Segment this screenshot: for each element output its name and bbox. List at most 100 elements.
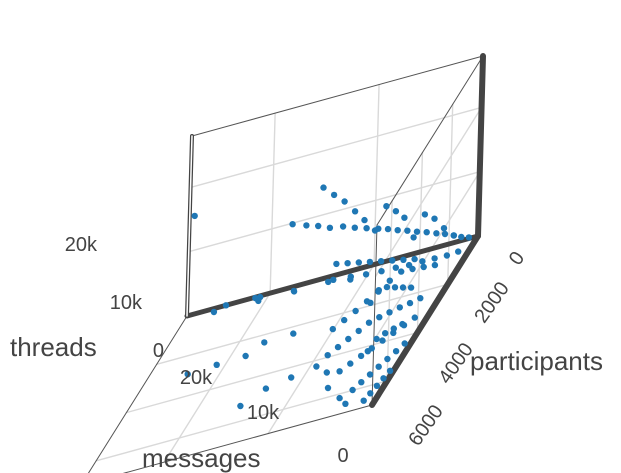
data-point: [420, 263, 427, 271]
data-point: [184, 371, 191, 378]
z-axis-line: [475, 53, 486, 239]
grid-line: [163, 292, 271, 463]
z-tick-label-10k: 10k: [110, 292, 143, 314]
data-point: [355, 259, 362, 266]
y-tick-label-0: 0: [505, 248, 529, 270]
data-point: [342, 400, 349, 407]
data-point: [465, 234, 473, 241]
data-point: [407, 284, 415, 291]
data-point: [363, 225, 370, 232]
data-point: [366, 371, 374, 378]
grid-line: [269, 112, 276, 294]
data-point: [362, 271, 370, 278]
data-point: [398, 268, 405, 275]
box-edge: [191, 55, 484, 137]
data-point: [450, 232, 458, 239]
data-points: [184, 184, 473, 410]
data-point: [344, 260, 351, 267]
grid-line: [156, 283, 449, 365]
grid-line: [373, 83, 380, 266]
data-point: [303, 222, 310, 229]
data-point: [336, 368, 343, 375]
box-edge: [87, 315, 188, 473]
grid-line: [267, 263, 375, 435]
data-point: [333, 260, 340, 268]
data-point: [375, 363, 382, 370]
data-point: [366, 258, 374, 266]
z-tick-label-0: 0: [153, 340, 164, 362]
data-point: [351, 224, 358, 231]
data-point: [431, 215, 438, 222]
data-point: [349, 386, 356, 394]
data-point: [401, 214, 408, 221]
data-point: [347, 360, 354, 367]
box-edge: [122, 404, 373, 473]
data-point: [261, 339, 268, 346]
x-tick-label-0: 0: [337, 445, 348, 467]
data-point: [210, 308, 218, 316]
data-point: [443, 252, 451, 259]
data-point: [357, 352, 365, 360]
data-point: [421, 211, 429, 218]
data-point: [399, 284, 407, 291]
data-point: [458, 233, 465, 241]
data-point: [222, 302, 230, 309]
data-point: [355, 327, 362, 335]
data-point: [384, 355, 391, 363]
data-point: [290, 287, 298, 295]
y-axis-line: [369, 233, 481, 408]
z-axis-title: threads: [10, 332, 97, 362]
data-point: [383, 203, 390, 210]
data-point: [324, 384, 332, 392]
data-point: [315, 222, 322, 230]
grid-lines: [95, 55, 484, 463]
data-point: [386, 309, 393, 316]
data-point: [367, 299, 374, 306]
data-point: [406, 299, 414, 307]
data-point: [358, 379, 365, 386]
data-point: [320, 184, 327, 191]
data-point: [433, 230, 440, 237]
data-point: [419, 258, 426, 265]
data-point: [401, 340, 408, 347]
grid-line: [416, 151, 424, 334]
data-point: [417, 295, 424, 302]
data-point: [376, 314, 383, 321]
data-point: [373, 382, 381, 389]
axis-frame: [87, 53, 486, 473]
data-point: [378, 268, 385, 275]
data-point: [396, 304, 403, 311]
data-point: [367, 390, 374, 397]
data-point: [324, 352, 331, 359]
data-point: [191, 212, 198, 220]
data-point: [391, 284, 399, 291]
data-point: [360, 397, 367, 404]
box-edge: [376, 55, 484, 226]
grid-line: [374, 106, 483, 278]
data-point: [262, 385, 270, 392]
data-point: [431, 255, 438, 262]
data-point: [411, 314, 418, 321]
data-point: [365, 319, 373, 326]
data-point: [377, 258, 385, 265]
x-axis-title: messages: [142, 443, 261, 473]
data-point: [242, 352, 249, 360]
data-point: [386, 277, 393, 284]
data-point: [382, 330, 389, 337]
data-point: [341, 198, 348, 205]
x-tick-label-10k: 10k: [247, 402, 280, 424]
data-point: [400, 256, 407, 263]
data-point: [410, 234, 417, 241]
y-tick-label-2000: 2000: [470, 278, 514, 327]
data-point: [441, 230, 449, 238]
data-point: [373, 335, 380, 343]
data-point: [440, 225, 448, 232]
x-tick-label-20k: 20k: [180, 367, 213, 389]
data-point: [455, 248, 462, 255]
data-point: [330, 276, 337, 283]
grid-line: [188, 171, 481, 253]
data-point: [345, 335, 352, 343]
data-point: [329, 325, 336, 333]
data-point: [389, 257, 396, 264]
data-point: [361, 216, 368, 224]
